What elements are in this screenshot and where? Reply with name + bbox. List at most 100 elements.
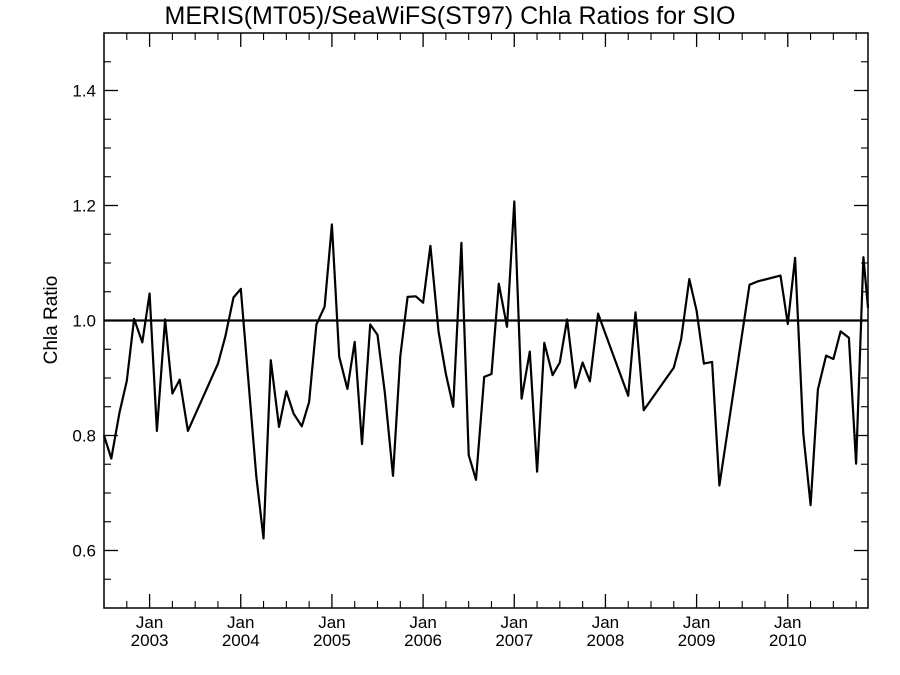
data-point	[103, 434, 105, 436]
data-point	[384, 391, 386, 393]
data-point	[217, 362, 219, 364]
data-point	[688, 278, 690, 280]
data-point	[178, 379, 180, 381]
data-point	[285, 390, 287, 392]
chart-title: MERIS(MT05)/SeaWiFS(ST97) Chla Ratios fo…	[164, 2, 736, 30]
data-point	[415, 295, 417, 297]
data-point	[399, 355, 401, 357]
x-tick-month-label: Jan	[501, 613, 528, 632]
x-tick-year-label: 2008	[587, 631, 625, 650]
data-point	[232, 296, 234, 298]
data-point	[369, 323, 371, 325]
y-tick-label: 1.0	[72, 312, 96, 331]
data-point	[262, 537, 264, 539]
data-point	[437, 331, 439, 333]
data-point	[551, 374, 553, 376]
data-point	[475, 479, 477, 481]
data-point	[718, 484, 720, 486]
data-point	[270, 359, 272, 361]
data-point	[376, 334, 378, 336]
data-point	[643, 409, 645, 411]
data-point	[110, 457, 112, 459]
data-point	[361, 443, 363, 445]
data-point	[224, 335, 226, 337]
data-point	[422, 301, 424, 303]
data-point	[680, 338, 682, 340]
data-points	[103, 200, 869, 539]
data-point	[825, 354, 827, 356]
data-point	[452, 406, 454, 408]
series-line	[102, 200, 870, 540]
data-point	[802, 433, 804, 435]
data-point	[787, 323, 789, 325]
data-point	[839, 330, 841, 332]
data-point	[673, 366, 675, 368]
data-point	[156, 430, 158, 432]
x-tick-year-label: 2006	[404, 631, 442, 650]
data-point	[301, 425, 303, 427]
data-point	[566, 318, 568, 320]
data-point	[406, 296, 408, 298]
x-tick-year-label: 2007	[495, 631, 533, 650]
data-point	[467, 454, 469, 456]
axis-ticks: 0.60.81.01.21.4Jan2003Jan2004Jan2005Jan2…	[72, 33, 868, 650]
data-point	[574, 387, 576, 389]
data-point	[187, 430, 189, 432]
data-point	[141, 341, 143, 343]
x-tick-year-label: 2004	[222, 631, 260, 650]
data-point	[331, 223, 333, 225]
x-tick-month-label: Jan	[409, 613, 436, 632]
data-point	[445, 373, 447, 375]
data-point	[338, 356, 340, 358]
data-point	[779, 274, 781, 276]
data-point	[559, 361, 561, 363]
data-point	[308, 401, 310, 403]
x-tick-month-label: Jan	[227, 613, 254, 632]
y-tick-label: 0.6	[72, 542, 96, 561]
data-point	[809, 504, 811, 506]
data-point	[164, 318, 166, 320]
data-point	[695, 310, 697, 312]
data-point	[604, 333, 606, 335]
data-point	[126, 380, 128, 382]
x-tick-month-label: Jan	[318, 613, 345, 632]
x-tick-month-label: Jan	[683, 613, 710, 632]
data-point	[862, 256, 864, 258]
y-tick-label: 1.4	[72, 82, 96, 101]
data-point	[240, 288, 242, 290]
data-point	[756, 280, 758, 282]
y-tick-label: 0.8	[72, 427, 96, 446]
data-point	[543, 342, 545, 344]
data-point	[703, 362, 705, 364]
x-tick-year-label: 2009	[678, 631, 716, 650]
data-point	[354, 341, 356, 343]
data-point	[118, 411, 120, 413]
data-point	[255, 475, 257, 477]
data-point	[506, 326, 508, 328]
x-tick-month-label: Jan	[774, 613, 801, 632]
data-point	[855, 462, 857, 464]
data-point	[581, 361, 583, 363]
data-point	[513, 200, 515, 202]
data-point	[490, 373, 492, 375]
data-point	[794, 257, 796, 259]
data-point	[589, 380, 591, 382]
data-point	[315, 323, 317, 325]
x-tick-year-label: 2003	[131, 631, 169, 650]
data-point	[627, 395, 629, 397]
data-point	[292, 412, 294, 414]
data-point	[483, 376, 485, 378]
data-point	[498, 283, 500, 285]
data-point	[848, 337, 850, 339]
data-point	[460, 242, 462, 244]
data-point	[867, 307, 869, 309]
data-point	[711, 361, 713, 363]
data-point	[529, 350, 531, 352]
data-point	[148, 292, 150, 294]
data-point	[748, 284, 750, 286]
x-tick-year-label: 2010	[769, 631, 807, 650]
x-tick-year-label: 2005	[313, 631, 351, 650]
data-point	[536, 471, 538, 473]
data-point	[832, 358, 834, 360]
